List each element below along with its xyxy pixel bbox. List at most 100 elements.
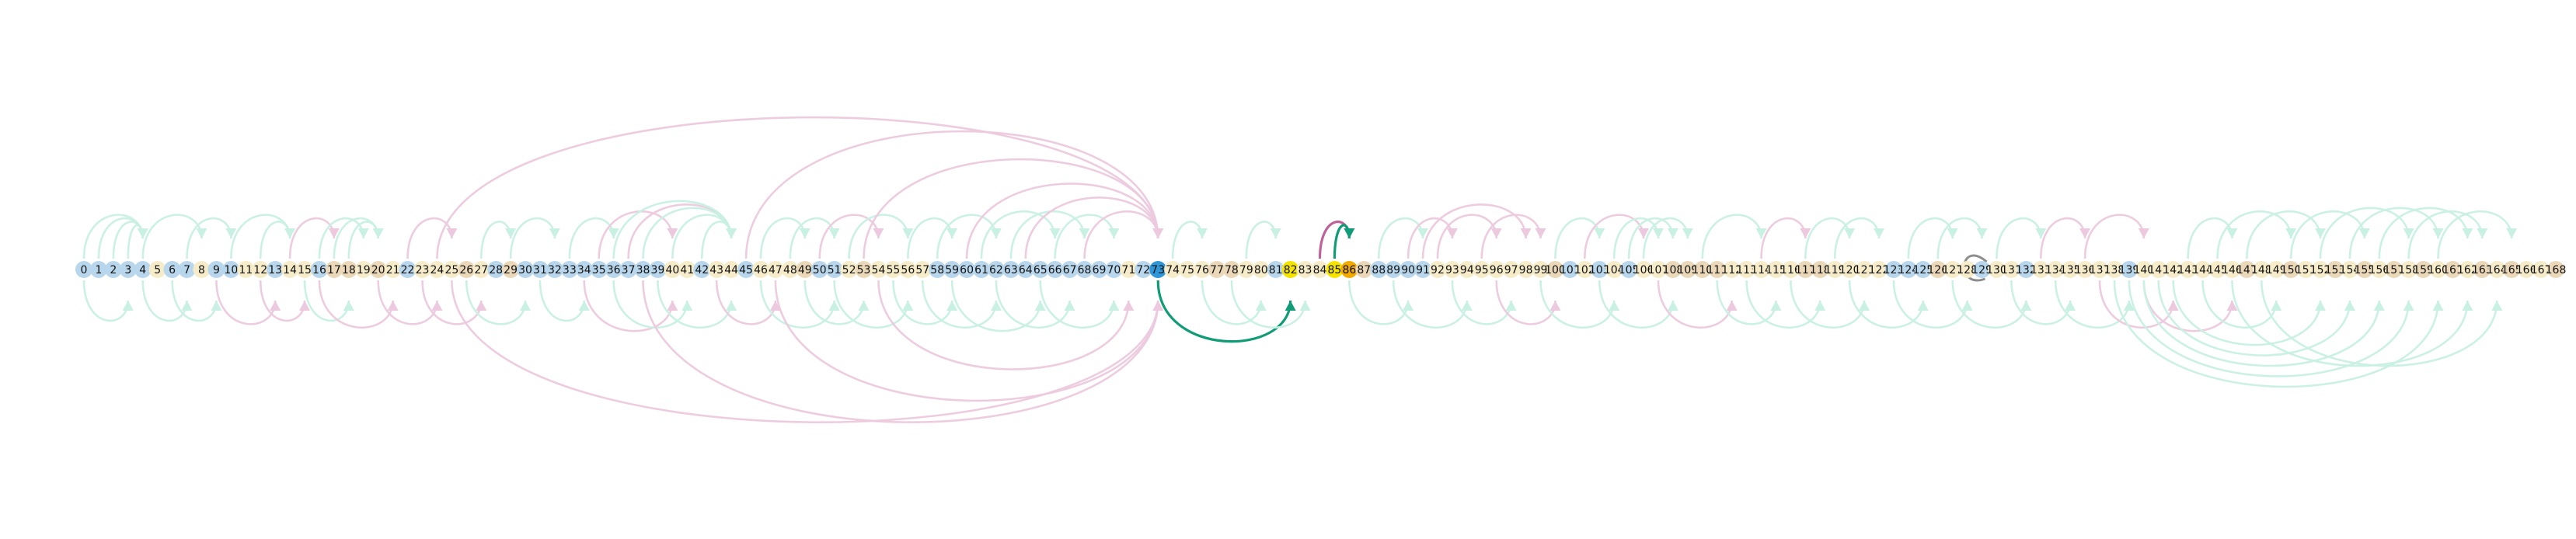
node-label: 66 xyxy=(1048,264,1062,276)
edge-above-29-32 xyxy=(509,217,556,259)
edge-above-arrowhead-61-66 xyxy=(1049,228,1061,238)
node-160: 160 xyxy=(2428,261,2449,278)
node-153: 153 xyxy=(2325,261,2345,278)
node-label: 37 xyxy=(622,264,636,276)
node-circle xyxy=(1856,261,1874,278)
node-circle xyxy=(929,261,946,278)
node-label: 96 xyxy=(1490,264,1504,276)
node-circle xyxy=(870,261,887,278)
node-circle xyxy=(1841,261,1859,278)
node-circle xyxy=(2312,261,2330,278)
edge-below-arrowhead-144-149 xyxy=(2271,301,2282,311)
edge-above-arrowhead-58-62 xyxy=(990,228,1002,238)
node-46: 46 xyxy=(751,261,769,278)
node-83: 83 xyxy=(1296,261,1314,278)
edge-below-6-9 xyxy=(171,280,218,322)
node-circle xyxy=(2518,261,2536,278)
node-circle xyxy=(2532,261,2550,278)
node-label: 32 xyxy=(548,264,562,276)
node-label: 39 xyxy=(651,264,665,276)
edge-below-55-59 xyxy=(892,280,953,325)
edge-below-34-40 xyxy=(583,280,674,332)
node-circle xyxy=(1797,261,1814,278)
node-label: 27 xyxy=(474,264,488,276)
edge-above-arrowhead-91-98 xyxy=(1520,228,1532,238)
node-label: 102 xyxy=(1574,264,1595,276)
node-circle xyxy=(1120,261,1138,278)
node-label: 22 xyxy=(401,264,415,276)
node-101: 101 xyxy=(1560,261,1581,278)
node-35: 35 xyxy=(590,261,608,278)
node-circle xyxy=(1664,261,1682,278)
node-label: 131 xyxy=(2001,264,2022,276)
node-label: 152 xyxy=(2310,264,2331,276)
node-label: 144 xyxy=(2192,264,2213,276)
edge-above-arrowhead-100-103 xyxy=(1594,228,1605,238)
edge-above-arrowhead-16-19 xyxy=(357,228,369,238)
node-label: 93 xyxy=(1445,264,1459,276)
edge-above-145-150 xyxy=(2216,210,2292,259)
edge-below-arrowhead-99-104 xyxy=(1609,301,1620,311)
node-circle xyxy=(2385,261,2403,278)
node-78: 78 xyxy=(1222,261,1240,278)
edge-above-arrowhead-85-86 xyxy=(1344,228,1355,238)
node-circle xyxy=(649,261,667,278)
node-circle xyxy=(958,261,976,278)
node-48: 48 xyxy=(781,261,799,278)
edge-above-90-93 xyxy=(1407,217,1454,259)
node-circle xyxy=(369,261,387,278)
edge-above-56-59 xyxy=(907,217,953,259)
node-circle xyxy=(840,261,858,278)
node-circle xyxy=(1826,261,1844,278)
edge-below-146-162 xyxy=(2231,280,2469,367)
node-166: 166 xyxy=(2516,261,2537,278)
node-label: 145 xyxy=(2207,264,2228,276)
node-circle xyxy=(2297,261,2315,278)
node-162: 162 xyxy=(2457,261,2478,278)
node-circle xyxy=(2149,261,2167,278)
edge-below-arrowhead-134-139 xyxy=(2123,301,2135,311)
node-label: 55 xyxy=(886,264,900,276)
node-circle xyxy=(207,261,225,278)
node-circle xyxy=(1252,261,1270,278)
node-49: 49 xyxy=(796,261,814,278)
node-121: 121 xyxy=(1854,261,1874,278)
edge-above-17-20 xyxy=(333,217,379,259)
node-label: 35 xyxy=(592,264,606,276)
node-label: 0 xyxy=(81,264,88,276)
node-label: 7 xyxy=(183,264,190,276)
node-circle xyxy=(281,261,299,278)
node-120: 120 xyxy=(1839,261,1860,278)
node-circle xyxy=(987,261,1005,278)
node-label: 112 xyxy=(1721,264,1742,276)
edge-above-143-146 xyxy=(2187,217,2233,259)
node-53: 53 xyxy=(855,261,873,278)
node-circle xyxy=(2326,261,2344,278)
node-82: 82 xyxy=(1281,261,1299,278)
node-circle xyxy=(1532,261,1549,278)
edge-above-18-20 xyxy=(347,221,379,259)
node-58: 58 xyxy=(929,261,946,278)
node-label: 107 xyxy=(1648,264,1669,276)
node-circle xyxy=(1914,261,1932,278)
edge-below-arrowhead-140-156 xyxy=(2373,301,2385,311)
edge-below-arrowhead-23-27 xyxy=(476,301,487,311)
node-84: 84 xyxy=(1311,261,1329,278)
node-circle xyxy=(2355,261,2373,278)
node-43: 43 xyxy=(708,261,726,278)
node-label: 52 xyxy=(842,264,856,276)
node-label: 45 xyxy=(739,264,753,276)
node-label: 77 xyxy=(1210,264,1224,276)
edge-above-79-81 xyxy=(1245,221,1277,259)
edge-above-arrowhead-79-81 xyxy=(1270,228,1281,238)
node-21: 21 xyxy=(384,261,402,278)
edge-above-arrowhead-147-152 xyxy=(2315,228,2327,238)
node-label: 69 xyxy=(1093,264,1107,276)
edge-above-arrowhead-124-127 xyxy=(1947,228,1958,238)
node-label: 16 xyxy=(312,264,326,276)
edge-below-93-97 xyxy=(1451,280,1512,325)
node-label: 54 xyxy=(872,264,886,276)
node-70: 70 xyxy=(1105,261,1123,278)
node-95: 95 xyxy=(1473,261,1490,278)
